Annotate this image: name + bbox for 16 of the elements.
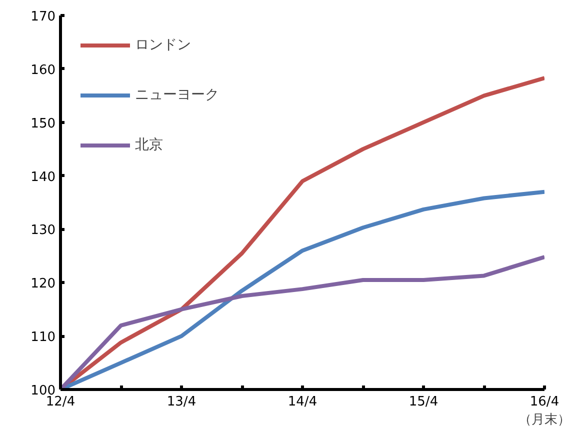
y-tick-label: 170	[30, 10, 56, 24]
legend-label: ニューヨーク	[135, 86, 219, 104]
x-tick-label: 16/4	[530, 394, 560, 410]
x-tick-label: 12/4	[46, 394, 76, 410]
y-tick-label: 150	[30, 116, 56, 132]
y-tick-label: 110	[30, 330, 56, 346]
x-tick-label: 15/4	[408, 394, 438, 410]
x-tick-label: 13/4	[166, 394, 196, 410]
y-tick-label: 140	[30, 170, 56, 185]
y-tick-label: 130	[30, 223, 56, 238]
x-tick-label: 14/4	[288, 394, 318, 410]
y-tick-label: 120	[30, 276, 56, 292]
legend-label: 北京	[135, 136, 163, 154]
legend-label: ロンドン	[135, 36, 191, 54]
x-axis-title: （月末）	[518, 412, 570, 428]
y-tick-label: 160	[30, 62, 56, 78]
